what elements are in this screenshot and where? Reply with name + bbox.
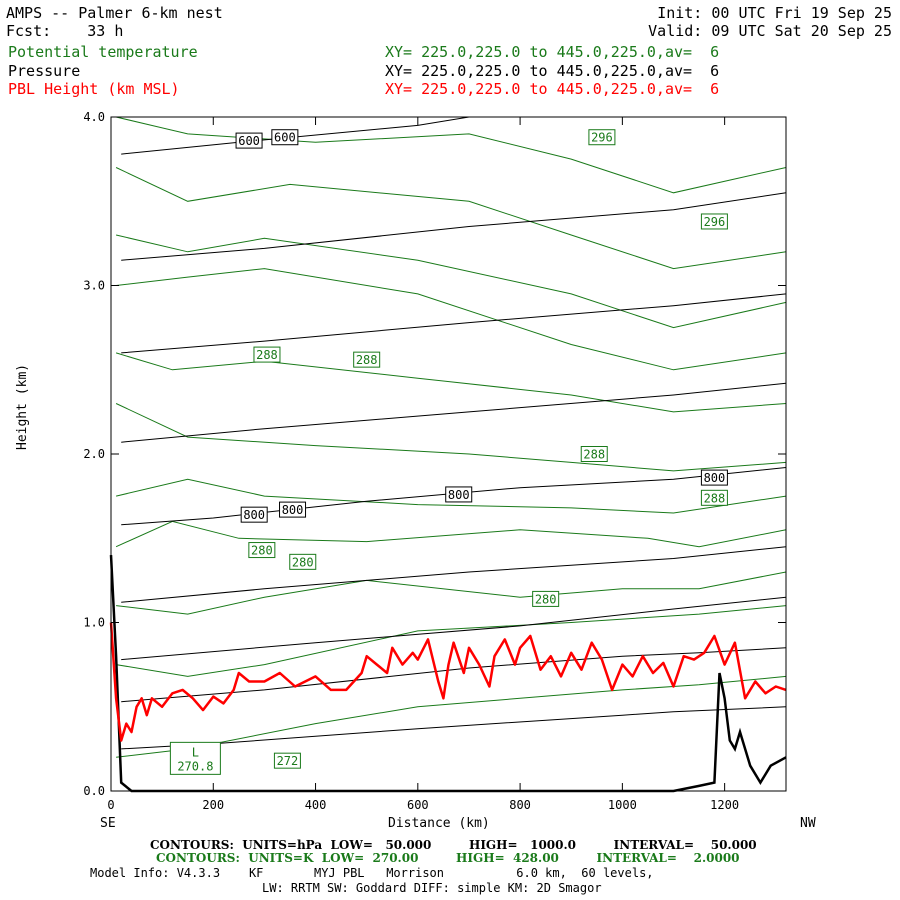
low-label-value: 270.8 xyxy=(177,759,213,773)
pbl-height-series xyxy=(109,622,787,742)
theta-label-box xyxy=(273,752,301,769)
y-tick-label: 1.0 xyxy=(83,616,105,630)
theta-label-box xyxy=(700,489,728,506)
pressure-contour-750 xyxy=(121,382,787,443)
theta-label: 288 xyxy=(704,491,726,505)
pressure-label-box xyxy=(445,486,473,503)
axes: 0 200 400 600 800 1000 1200 0.0 1.0 2.0 3.0 4.0 xyxy=(83,110,786,812)
pressure-label: 800 xyxy=(448,488,470,502)
forecast-hour: Fcst: 33 h xyxy=(6,22,124,40)
x-tick-label: 800 xyxy=(509,798,531,812)
theta-label-box xyxy=(700,213,728,230)
pressure-contour-800 xyxy=(121,467,787,526)
x-tick-label: 200 xyxy=(202,798,224,812)
field-potential-temperature: Potential temperature xyxy=(8,43,198,61)
xy-line-2: XY= 225.0,225.0 to 445.0,225.0,av= 6 xyxy=(385,62,720,80)
title-left: AMPS -- Palmer 6-km nest xyxy=(6,4,223,22)
theta-label-box xyxy=(353,351,381,368)
y-tick-label: 3.0 xyxy=(83,279,105,293)
theta-contours xyxy=(115,116,787,758)
theta-contour-276 xyxy=(116,605,787,677)
terrain xyxy=(109,555,787,793)
pressure-label-box xyxy=(279,501,307,518)
plot-frame xyxy=(110,116,787,792)
x-tick-label: 1000 xyxy=(608,798,637,812)
theta-label-box xyxy=(248,542,276,559)
pressure-contour-900 xyxy=(121,596,787,661)
y-tick-label: 4.0 xyxy=(83,110,105,124)
theta-label: 288 xyxy=(583,448,605,462)
x-tick-label: 1200 xyxy=(710,798,739,812)
theta-label: 296 xyxy=(591,131,613,145)
footer-theta-contours: CONTOURS: UNITS=K LOW= 270.00 HIGH= 428.… xyxy=(156,851,740,865)
x-end-right: NW xyxy=(800,816,816,831)
pressure-label: 600 xyxy=(238,134,260,148)
pressure-contour-600 xyxy=(121,116,470,155)
pressure-label: 800 xyxy=(704,471,726,485)
theta-label: 296 xyxy=(704,215,726,229)
pressure-label-box xyxy=(271,129,299,146)
terrain-line xyxy=(109,555,787,793)
theta-label-box xyxy=(588,129,616,146)
y-tick-label: 2.0 xyxy=(83,447,105,461)
theta-contour-284 xyxy=(115,520,787,548)
x-tick-label: 0 xyxy=(107,798,114,812)
low-label-symbol: L xyxy=(192,745,199,759)
pressure-label: 600 xyxy=(274,131,296,145)
theta-contour-280 xyxy=(116,571,787,615)
x-axis-title: Distance (km) xyxy=(388,816,490,831)
theta-label-box xyxy=(580,446,608,462)
contour-labels: 600 600 800 800 800 800 296 296 288 288 288 288 280 2… xyxy=(169,129,728,775)
footer-model-info: Model Info: V4.3.3 KF MYJ PBL Morrison 6… xyxy=(90,866,654,880)
theta-label-box xyxy=(253,346,281,363)
x-tick-label: 600 xyxy=(407,798,429,812)
init-time: Init: 00 UTC Fri 19 Sep 25 xyxy=(657,4,892,22)
field-pbl-height: PBL Height (km MSL) xyxy=(8,80,180,98)
theta-label: 272 xyxy=(277,754,299,768)
theta-label-box xyxy=(532,590,560,607)
pressure-label-box xyxy=(700,469,728,486)
low-label-box xyxy=(169,741,221,775)
valid-time: Valid: 09 UTC Sat 20 Sep 25 xyxy=(648,22,892,40)
theta-contour-292 xyxy=(116,268,787,371)
theta-contour-288 xyxy=(115,403,787,472)
xy-line-1: XY= 225.0,225.0 to 445.0,225.0,av= 6 xyxy=(385,43,720,61)
theta-label: 280 xyxy=(292,555,314,569)
x-tick-label: 400 xyxy=(305,798,327,812)
theta-label: 280 xyxy=(535,592,557,606)
theta-contour-290 xyxy=(115,352,787,413)
theta-contour-296 xyxy=(115,167,787,270)
cross-section-chart: 600 600 800 800 800 800 296 296 288 288 288 288 280 2… xyxy=(83,110,787,812)
pbl-height-line xyxy=(109,622,787,742)
theta-label: 288 xyxy=(256,348,278,362)
theta-contour-298 xyxy=(115,116,787,194)
theta-label: 288 xyxy=(356,353,378,367)
theta-label: 280 xyxy=(251,544,273,558)
theta-contour-286 xyxy=(115,478,787,514)
pressure-label: 800 xyxy=(282,503,304,517)
pressure-contour-700 xyxy=(121,293,787,354)
pressure-contours xyxy=(121,116,787,750)
theta-label-box xyxy=(289,553,317,570)
footer-physics: LW: RRTM SW: Goddard DIFF: simple KM: 2D… xyxy=(262,881,602,895)
y-axis-title: Height (km) xyxy=(15,363,30,450)
field-pressure: Pressure xyxy=(8,62,81,80)
pressure-label-box xyxy=(240,506,268,523)
pressure-contour-850 xyxy=(121,546,787,603)
theta-contour-294 xyxy=(115,234,787,329)
pressure-label: 800 xyxy=(243,508,265,522)
x-end-left: SE xyxy=(100,816,116,831)
y-tick-label: 0.0 xyxy=(83,784,105,798)
footer-pressure-contours: CONTOURS: UNITS=hPa LOW= 50.000 HIGH= 10… xyxy=(150,838,757,852)
pressure-contour-650 xyxy=(121,192,787,261)
xy-line-3: XY= 225.0,225.0 to 445.0,225.0,av= 6 xyxy=(385,80,720,98)
pressure-label-box xyxy=(235,132,263,149)
